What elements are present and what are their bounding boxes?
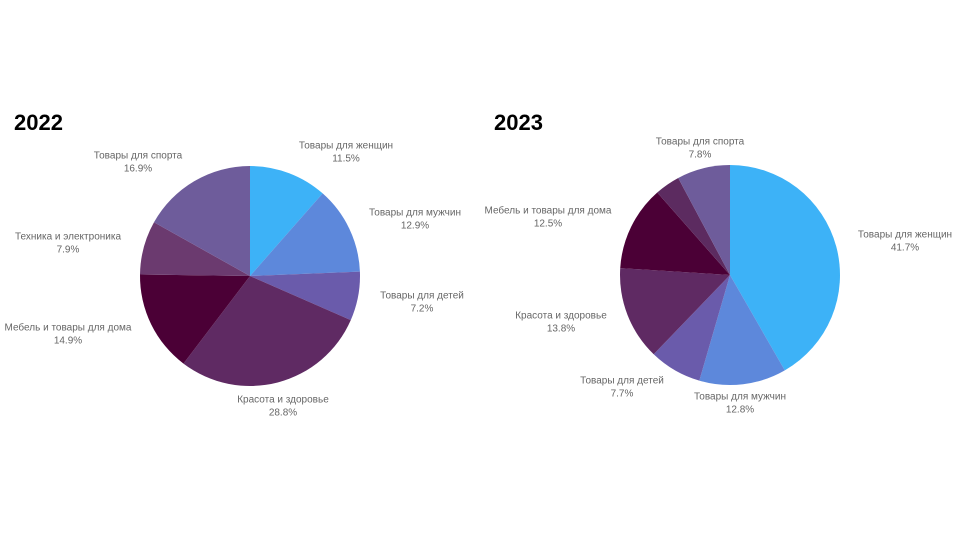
slice-label: Красота и здоровье [515, 311, 607, 322]
pie-slice [140, 222, 250, 276]
pie-slice [657, 177, 730, 275]
slice-label: Техника и электроника [15, 232, 121, 243]
pie-slice [653, 275, 730, 381]
slice-value: 11.5% [332, 154, 360, 165]
slice-value: 14.9% [54, 336, 82, 347]
pie-slice [139, 274, 250, 364]
slice-value: 41.7% [891, 243, 919, 254]
chart-title: 2023 [494, 110, 543, 135]
slice-value: 16.9% [124, 164, 152, 175]
chart-title: 2022 [14, 110, 63, 135]
pie-slice [699, 275, 785, 385]
slice-label: Товары для женщин [299, 141, 393, 152]
slice-value: 7.9% [57, 245, 80, 256]
slice-value: 7.8% [689, 150, 712, 161]
pie-slice [250, 166, 323, 276]
slice-label: Мебель и товары для дома [5, 322, 132, 334]
pie-slice [250, 271, 361, 321]
slice-label: Товары для детей [580, 376, 664, 387]
slice-value: 28.8% [269, 408, 297, 419]
slice-label: Товары для спорта [656, 137, 745, 148]
slice-label: Товары для детей [380, 291, 464, 302]
slice-label: Товары для мужчин [694, 392, 786, 403]
slice-value: 12.9% [401, 221, 429, 232]
pie-slice [678, 165, 730, 275]
slice-label: Красота и здоровье [237, 395, 329, 406]
slice-value: 12.5% [534, 219, 562, 230]
pie-slice [620, 268, 730, 355]
pie-slice [250, 193, 360, 276]
slice-value: 7.7% [611, 389, 634, 400]
slice-label: Мебель и товары для дома [485, 205, 612, 217]
slice-value: 12.8% [726, 405, 754, 416]
pie-slice [153, 166, 250, 276]
pie-slice [183, 276, 351, 386]
slice-label: Товары для женщин [858, 230, 952, 241]
slice-label: Товары для спорта [94, 151, 183, 162]
slice-label: Товары для мужчин [369, 208, 461, 219]
slice-value: 7.2% [411, 304, 434, 315]
pie-slice [620, 192, 730, 275]
slice-value: 13.8% [547, 324, 575, 335]
pie-slice [730, 165, 840, 371]
